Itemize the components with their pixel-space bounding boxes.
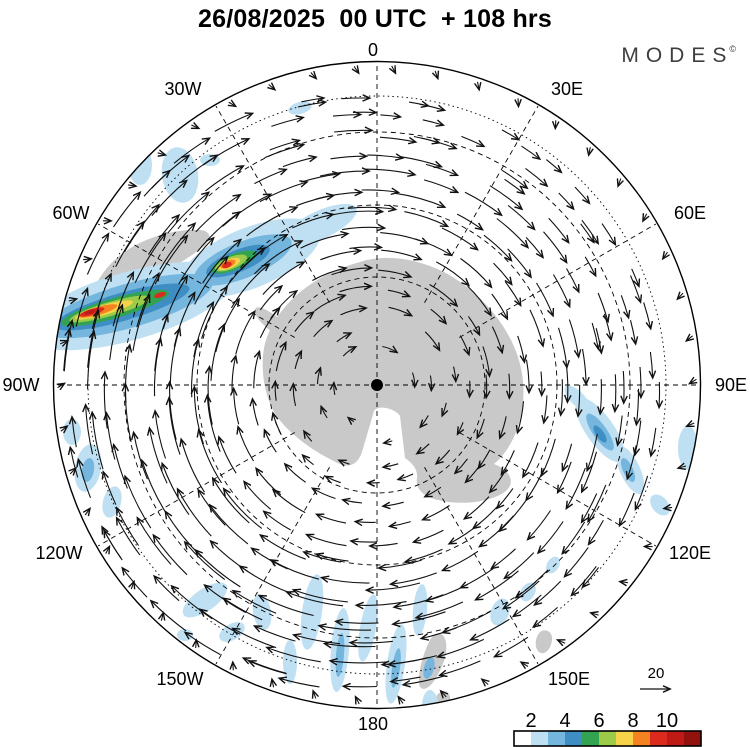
colorbar-label-10: 10 [656,710,678,732]
colorbar-cells [514,731,701,746]
colorbar-frame [513,730,702,747]
lon-label-90w: 90W [2,375,39,395]
pole-dot [371,379,383,391]
lon-label-150e: 150E [548,669,590,689]
reference-arrow: 20 [640,665,672,693]
page-title: 26/08/2025 00 UTC + 108 hrs [198,5,552,33]
modes-logo: MODES© [621,44,736,68]
lon-label-60e: 60E [674,203,706,223]
longitude-labels: 0 30E 60E 90E 120E 150E 180 150W 120W 90… [2,40,747,734]
lon-label-60w: 60W [52,203,89,223]
lon-label-120w: 120W [35,543,82,563]
colorbar-label-6: 6 [593,710,604,732]
lon-label-0: 0 [368,40,378,60]
lon-label-180: 180 [358,714,388,734]
lon-label-120e: 120E [669,543,711,563]
colorbar-label-2: 2 [525,710,536,732]
wind-arrows-layer [56,65,698,705]
colorbar-labels: 2 4 6 8 10 [525,710,678,732]
colorbar-label-4: 4 [559,710,570,732]
lon-label-90e: 90E [715,375,747,395]
lon-label-30e: 30E [551,79,583,99]
lon-label-30w: 30W [164,79,201,99]
colorbar-label-8: 8 [627,710,638,732]
modes-logo-text: MODES [621,44,734,67]
map-boundary-circle [52,60,702,710]
lon-label-150w: 150W [156,669,203,689]
copyright-mark: © [729,44,736,54]
reference-arrow-label: 20 [648,665,665,682]
